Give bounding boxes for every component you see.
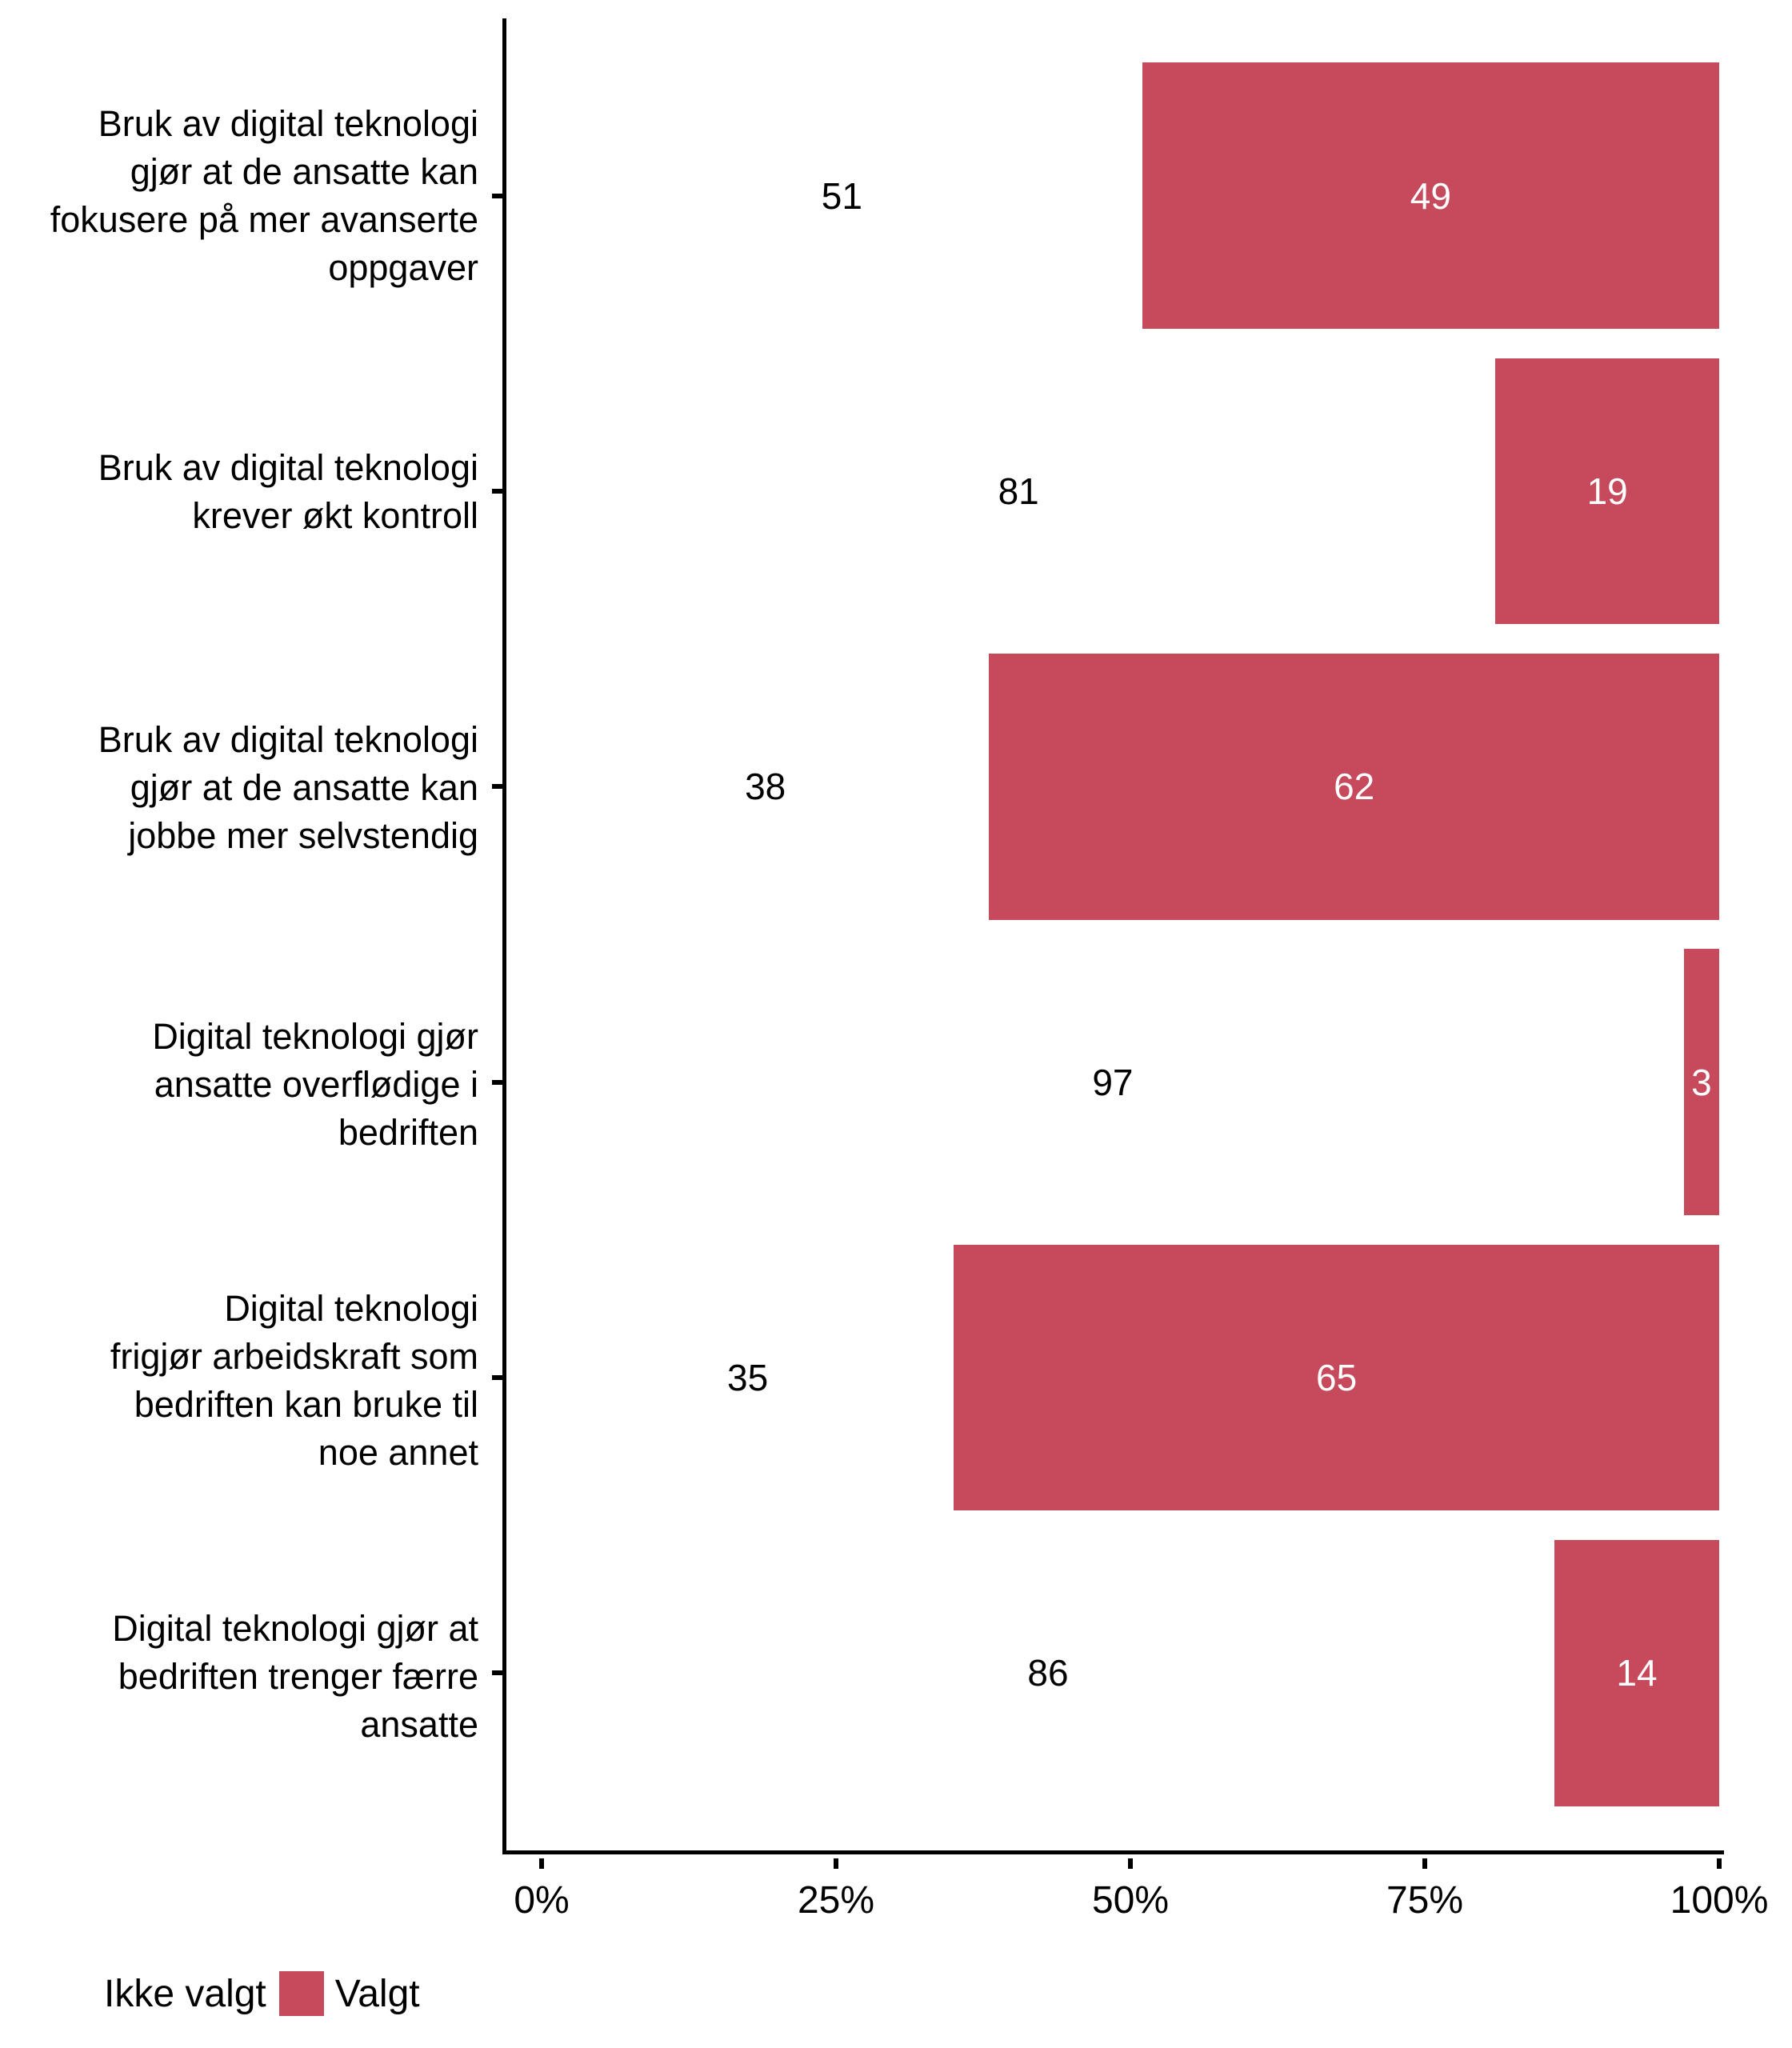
value-label: 51 — [821, 174, 862, 217]
value-label: 38 — [745, 766, 786, 808]
value-label: 65 — [1316, 1356, 1358, 1398]
bars-area: 51 49 81 19 38 62 97 3 — [542, 18, 1719, 1850]
segment-ikke-valgt: 35 — [542, 1244, 954, 1511]
value-label: 62 — [1334, 766, 1375, 808]
segment-valgt: 19 — [1495, 358, 1719, 625]
y-tick-mark — [492, 1079, 502, 1085]
segment-valgt: 3 — [1683, 949, 1719, 1215]
y-axis-label-row: Bruk av digital teknologi gjør at de ans… — [0, 48, 478, 344]
y-axis-label-row: Bruk av digital teknologi krever økt kon… — [0, 344, 478, 640]
y-axis-label-row: Bruk av digital teknologi gjør at de ans… — [0, 640, 478, 936]
x-tick-label: 75% — [1386, 1879, 1464, 1922]
value-label: 19 — [1586, 470, 1628, 512]
bar-row: 35 65 — [542, 1230, 1719, 1525]
x-tick-label: 0% — [514, 1879, 570, 1922]
bar-row: 97 3 — [542, 934, 1719, 1230]
x-tick-label: 25% — [797, 1879, 875, 1922]
value-label: 3 — [1691, 1061, 1712, 1103]
segment-ikke-valgt: 51 — [542, 62, 1142, 329]
value-label: 81 — [998, 470, 1039, 512]
category-label: Bruk av digital teknologi gjør at de ans… — [50, 103, 478, 289]
segment-ikke-valgt: 97 — [542, 949, 1684, 1215]
plot-panel: 51 49 81 19 38 62 97 3 — [492, 18, 1724, 1854]
legend-swatch-valgt — [278, 1971, 324, 2016]
value-label: 35 — [727, 1356, 769, 1398]
value-label: 86 — [1027, 1652, 1069, 1694]
category-label: Digital teknologi gjør ansatte overflødi… — [152, 1015, 478, 1153]
legend-label-ikke-valgt: Ikke valgt — [104, 1972, 266, 2015]
category-label: Digital teknologi frigjør arbeidskraft s… — [110, 1287, 478, 1473]
x-axis: 0% 25% 50% 75% 100% — [514, 1854, 1768, 1950]
category-label: Digital teknologi gjør at bedriften tren… — [112, 1607, 478, 1745]
bar-row: 38 62 — [542, 639, 1719, 934]
segment-valgt: 49 — [1142, 62, 1719, 329]
y-tick-mark — [492, 488, 502, 494]
y-axis-ticks — [492, 18, 502, 1850]
y-axis-label-row: Digital teknologi frigjør arbeidskraft s… — [0, 1233, 478, 1529]
segment-valgt: 14 — [1554, 1540, 1719, 1806]
value-label: 97 — [1092, 1061, 1134, 1103]
segment-ikke-valgt: 38 — [542, 654, 990, 920]
y-tick-mark — [492, 1374, 502, 1380]
segment-valgt: 62 — [989, 654, 1719, 920]
legend-label-valgt: Valgt — [334, 1972, 420, 2015]
category-label: Bruk av digital teknologi gjør at de ans… — [98, 719, 478, 857]
bar-row: 81 19 — [542, 343, 1719, 638]
value-label: 49 — [1410, 174, 1451, 217]
legend: Ikke valgt Valgt — [48, 1962, 433, 2026]
legend-swatch-ikke-valgt — [48, 1971, 93, 2016]
x-tick-label: 100% — [1670, 1879, 1769, 1922]
x-tick-mark — [1717, 1858, 1722, 1869]
segment-ikke-valgt: 86 — [542, 1540, 1554, 1806]
y-tick-mark — [492, 193, 502, 198]
bar-row: 51 49 — [542, 48, 1719, 343]
category-label: Bruk av digital teknologi krever økt kon… — [98, 447, 478, 537]
y-tick-mark — [492, 1670, 502, 1676]
x-tick-mark — [834, 1858, 838, 1869]
segment-valgt: 65 — [954, 1244, 1719, 1511]
x-tick-mark — [1128, 1858, 1133, 1869]
value-label: 14 — [1616, 1652, 1658, 1694]
y-axis-labels: Bruk av digital teknologi gjør at de ans… — [0, 18, 478, 1854]
x-tick-mark — [1422, 1858, 1427, 1869]
x-tick-label: 50% — [1091, 1879, 1170, 1922]
bar-row: 86 14 — [542, 1526, 1719, 1821]
y-axis-label-row: Digital teknologi gjør ansatte overflødi… — [0, 937, 478, 1233]
y-axis-label-row: Digital teknologi gjør at bedriften tren… — [0, 1529, 478, 1825]
segment-ikke-valgt: 81 — [542, 358, 1496, 625]
x-tick-mark — [539, 1858, 544, 1869]
y-tick-mark — [492, 784, 502, 790]
